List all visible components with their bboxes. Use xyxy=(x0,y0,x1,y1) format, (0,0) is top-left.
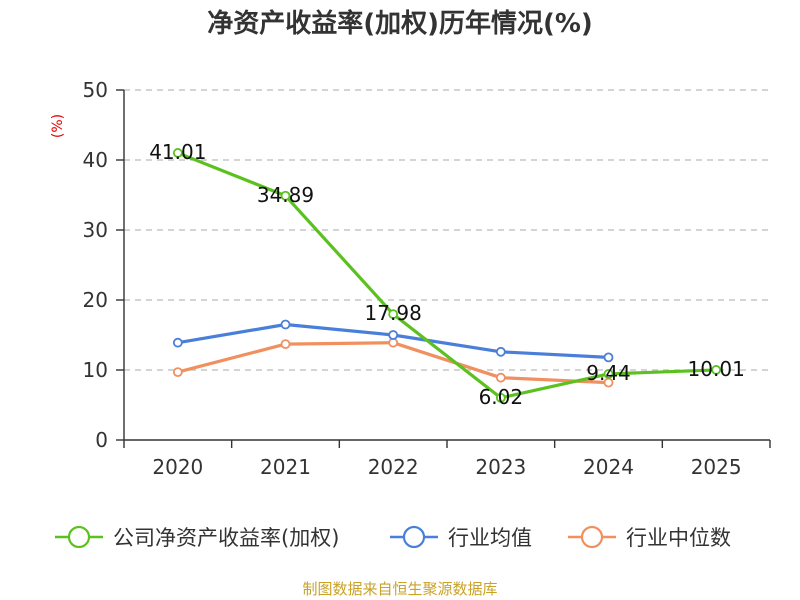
data-label-2020: 41.01 xyxy=(149,140,206,164)
series-1-point-2021 xyxy=(280,319,291,330)
series-0-point-2025 xyxy=(711,365,722,375)
series-lines xyxy=(172,148,722,403)
series-0-point-2022 xyxy=(388,309,399,320)
series-line-2 xyxy=(177,341,609,385)
series-0-point-2024 xyxy=(603,369,614,379)
series-1-point-2022 xyxy=(388,330,399,340)
data-label-2023: 6.02 xyxy=(479,385,524,409)
series-2-point-2021 xyxy=(280,339,291,350)
x-tick-label-2022: 2022 xyxy=(368,455,419,479)
data-label-2024: 9.44 xyxy=(586,361,631,385)
legend-label-0: 公司净资产收益率(加权) xyxy=(113,526,339,550)
data-label-2025: 10.01 xyxy=(688,357,745,381)
series-1-point-2023 xyxy=(495,346,506,357)
y-tick-label-0: 0 xyxy=(95,428,108,452)
legend-item-2[interactable]: 行业中位数 xyxy=(568,525,731,550)
axes: 0 10 20 30 40 50 2020 2021 2022 2023 2024 2025 xyxy=(83,78,771,479)
series-2-point-2022 xyxy=(388,337,399,348)
gridlines xyxy=(124,89,770,371)
legend-swatch-marker-2 xyxy=(580,525,604,549)
x-tick-label-2020: 2020 xyxy=(152,455,203,479)
data-label-2022: 17.98 xyxy=(365,301,422,325)
chart-title: 净资产收益率(加权)历年情况(%) xyxy=(207,8,593,39)
legend-swatch-marker-0 xyxy=(67,525,91,549)
data-source: 制图数据来自恒生聚源数据库 xyxy=(302,580,497,598)
y-tick-label-20: 20 xyxy=(83,288,108,312)
y-tick-label-40: 40 xyxy=(83,148,108,172)
series-line-0 xyxy=(177,151,717,400)
legend-item-1[interactable]: 行业均值 xyxy=(390,525,532,550)
series-0-point-2023 xyxy=(495,392,506,403)
y-tick-label-10: 10 xyxy=(83,358,108,382)
legend-swatch-marker-1 xyxy=(402,525,426,549)
y-axis-unit: (%) xyxy=(50,114,66,138)
series-1-point-2020 xyxy=(172,337,183,348)
legend[interactable]: 公司净资产收益率(加权) 行业均值 行业中位数 xyxy=(55,525,731,550)
x-tick-label-2025: 2025 xyxy=(691,455,742,479)
legend-item-0[interactable]: 公司净资产收益率(加权) xyxy=(55,525,339,550)
legend-label-2: 行业中位数 xyxy=(626,526,731,550)
series-0-point-2021 xyxy=(280,190,291,201)
y-tick-label-30: 30 xyxy=(83,218,108,242)
series-2-point-2020 xyxy=(172,367,183,378)
legend-label-1: 行业均值 xyxy=(448,526,532,550)
x-tick-label-2021: 2021 xyxy=(260,455,311,479)
series-0-point-2020 xyxy=(172,148,183,158)
y-tick-label-50: 50 xyxy=(83,78,108,102)
x-tick-label-2024: 2024 xyxy=(583,455,634,479)
series-1-point-2024 xyxy=(603,352,614,363)
x-tick-label-2023: 2023 xyxy=(475,455,526,479)
data-label-2021: 34.89 xyxy=(257,183,314,207)
series-2-point-2023 xyxy=(495,372,506,383)
data-labels: 41.01 34.89 17.98 6.02 9.44 10.01 xyxy=(149,140,745,409)
